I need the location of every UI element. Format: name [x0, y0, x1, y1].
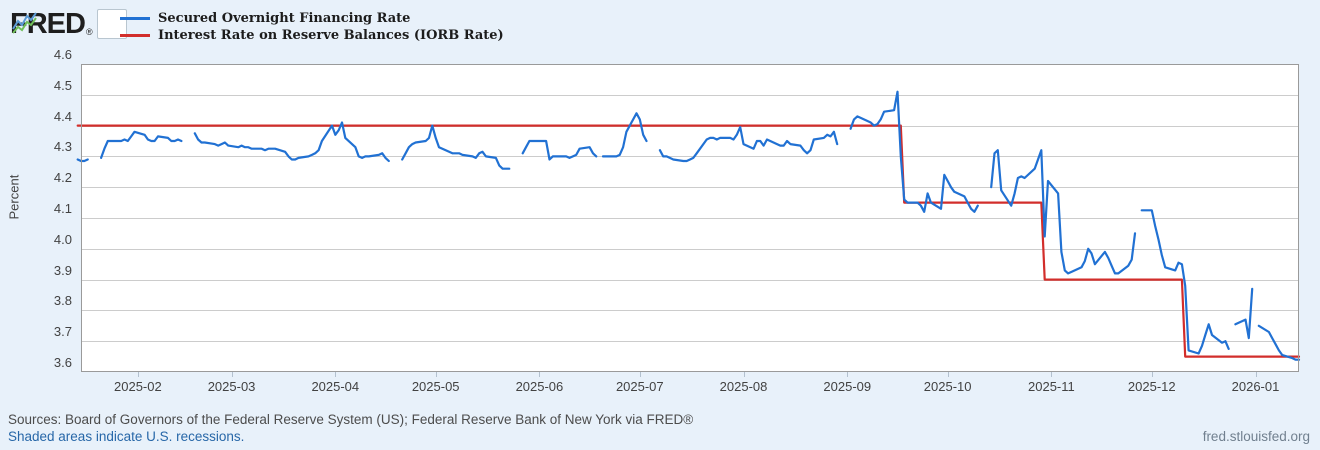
y-tick-label-3.8: 3.8: [53, 293, 72, 309]
registered-mark: ®: [85, 27, 93, 37]
y-tick-label-4.0: 4.0: [53, 231, 72, 247]
legend: Secured Overnight Financing Rate Interes…: [120, 10, 504, 44]
x-tick-label-2025-11: 2025-11: [1028, 379, 1075, 394]
y-tick-label-3.9: 3.9: [53, 262, 72, 278]
y-tick-label-4.3: 4.3: [53, 139, 72, 155]
iorb-line-swatch: [120, 34, 150, 37]
legend-item-sofr: Secured Overnight Financing Rate: [120, 10, 504, 27]
site-watermark: fred.stlouisfed.org: [1202, 429, 1310, 444]
sources-text: Sources: Board of Governors of the Feder…: [8, 412, 694, 427]
legend-label-iorb: Interest Rate on Reserve Balances (IORB …: [158, 28, 504, 43]
plot-border: [81, 64, 1299, 372]
x-tick-label-2025-07: 2025-07: [615, 379, 664, 394]
x-tick-label-2025-04: 2025-04: [311, 379, 360, 394]
x-tick-label-2025-08: 2025-08: [719, 379, 768, 394]
y-tick-label-4.6: 4.6: [53, 47, 72, 62]
x-tick-label-2025-10: 2025-10: [923, 379, 972, 394]
sofr-line-swatch: [120, 17, 150, 20]
legend-item-iorb: Interest Rate on Reserve Balances (IORB …: [120, 27, 504, 44]
y-tick-label-3.7: 3.7: [53, 324, 72, 340]
x-tick-label-2025-05: 2025-05: [411, 379, 460, 394]
x-tick-label-2025-09: 2025-09: [823, 379, 872, 394]
y-tick-label-4.1: 4.1: [53, 201, 72, 216]
x-tick-label-2025-06: 2025-06: [515, 379, 564, 394]
sofr-line: [76, 90, 1301, 361]
x-tick-label-2025-02: 2025-02: [114, 379, 162, 394]
y-tick-label-3.6: 3.6: [53, 355, 72, 370]
recessions-link[interactable]: Shaded areas indicate U.S. recessions.: [8, 429, 245, 444]
x-tick-label-2025-12: 2025-12: [1127, 379, 1176, 394]
x-tick-label-2025-03: 2025-03: [207, 379, 256, 394]
y-tick-label-4.2: 4.2: [53, 170, 72, 186]
x-tick-label-2026-01: 2026-01: [1231, 379, 1280, 394]
y-tick-label-4.5: 4.5: [53, 77, 72, 93]
legend-label-sofr: Secured Overnight Financing Rate: [158, 11, 411, 26]
iorb-line: [76, 124, 1301, 358]
y-tick-label-4.4: 4.4: [53, 108, 72, 124]
